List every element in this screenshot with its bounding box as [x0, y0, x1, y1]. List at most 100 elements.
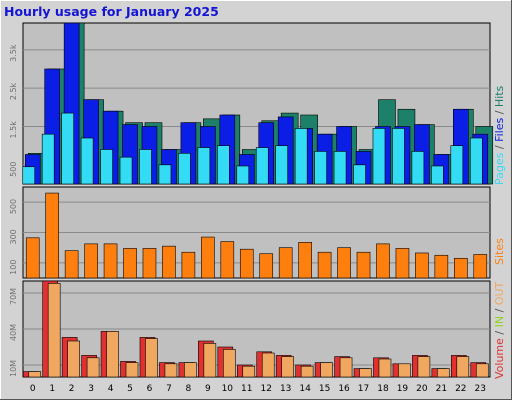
x-tick-label: 9 — [205, 384, 211, 394]
legend-out-label: OUT — [493, 281, 506, 305]
bar-pages — [469, 137, 483, 185]
bar-in — [67, 340, 80, 378]
bar-sites — [473, 254, 488, 279]
bar-in — [125, 362, 139, 378]
y-tick-label: 500 — [9, 199, 18, 214]
y-tick-label: 2.5k — [9, 82, 18, 100]
x-tick-label: 5 — [127, 384, 133, 394]
bar-in — [28, 371, 42, 378]
bar-pages — [255, 147, 269, 185]
bar-pages — [236, 165, 250, 185]
bar-in — [378, 358, 392, 378]
x-tick-label: 10 — [222, 384, 234, 394]
x-tick-label: 4 — [108, 384, 114, 394]
bar-sites — [123, 248, 137, 279]
y-tick-label: 300 — [9, 229, 18, 244]
x-tick-label: 1 — [49, 384, 55, 394]
bar-sites — [45, 192, 59, 279]
x-tick-label: 12 — [261, 384, 272, 394]
bar-in — [261, 352, 275, 378]
bar-sites — [337, 247, 351, 279]
legend-pages-label: Pages — [493, 152, 506, 185]
bar-in — [203, 343, 217, 378]
bar-sites — [84, 243, 98, 279]
bar-in — [145, 338, 158, 378]
legend-separator: / — [493, 327, 506, 338]
y-tick-label: 500 — [9, 162, 18, 177]
bar-in — [164, 363, 178, 378]
bar-in — [281, 356, 294, 378]
bar-pages — [217, 145, 230, 185]
bar-pages — [139, 149, 152, 185]
bar-sites — [103, 243, 118, 279]
x-tick-label: 23 — [475, 384, 486, 394]
bar-pages — [314, 151, 327, 185]
bar-in — [359, 368, 372, 378]
bar-in — [417, 356, 431, 378]
bar-pages — [294, 128, 308, 185]
bar-pages — [22, 166, 36, 185]
bar-in — [300, 365, 314, 378]
x-tick-label: 21 — [436, 384, 447, 394]
x-tick-label: 3 — [88, 384, 94, 394]
x-tick-label: 11 — [241, 384, 252, 394]
x-tick-label: 0 — [30, 384, 36, 394]
bar-sites — [181, 251, 196, 279]
bar-sites — [25, 237, 40, 279]
bar-sites — [395, 248, 410, 279]
legend-in-label: IN — [493, 316, 506, 327]
bar-sites — [142, 248, 157, 279]
bar-sites — [162, 245, 176, 279]
x-tick-label: 19 — [397, 384, 409, 394]
bar-sites — [434, 254, 449, 279]
bar-pages — [41, 133, 55, 185]
legend-volume: Volume / IN / OUT — [493, 281, 506, 379]
x-tick-label: 18 — [377, 384, 389, 394]
y-tick-label: 70M — [9, 288, 18, 305]
bar-in — [456, 356, 470, 378]
x-tick-label: 14 — [299, 384, 311, 394]
bar-sites — [201, 236, 215, 279]
bar-in — [320, 362, 333, 378]
bar-sites — [415, 252, 429, 279]
bar-pages — [158, 164, 172, 185]
y-tick-label: 3.5k — [9, 44, 18, 62]
legend-sites-label: Sites — [493, 238, 506, 265]
x-tick-label: 17 — [358, 384, 369, 394]
legend-separator: / — [493, 107, 506, 118]
bar-sites — [278, 247, 293, 279]
bar-in — [339, 357, 353, 378]
x-tick-label: 15 — [319, 384, 330, 394]
x-tick-label: 22 — [455, 384, 466, 394]
bar-pages — [333, 151, 347, 185]
bar-in — [475, 363, 489, 378]
legend-volume-label: Volume — [493, 338, 506, 379]
x-tick-label: 13 — [280, 384, 291, 394]
bar-pages — [100, 149, 113, 185]
bar-sites — [356, 251, 371, 279]
bar-pages — [197, 147, 211, 185]
y-tick-label: 10M — [9, 360, 18, 377]
bar-in — [184, 362, 197, 378]
x-tick-label: 2 — [69, 384, 75, 394]
legend-separator: / — [493, 142, 506, 153]
y-tick-label: 1.5k — [9, 121, 18, 139]
bar-in — [398, 363, 411, 378]
bar-pages — [392, 128, 405, 185]
bar-pages — [178, 153, 191, 185]
x-tick-label: 16 — [338, 384, 350, 394]
bar-pages — [411, 151, 425, 185]
y-tick-label: 40M — [9, 324, 18, 341]
bar-in — [86, 357, 100, 378]
bar-pages — [450, 145, 464, 185]
bar-in — [47, 283, 61, 378]
legend-separator: / — [493, 305, 506, 316]
legend-files-label: Files — [493, 118, 506, 142]
bar-sites — [376, 243, 390, 279]
bar-sites — [298, 242, 312, 279]
bar-in — [242, 365, 256, 378]
chart-title: Hourly usage for January 2025 — [4, 4, 219, 19]
bar-sites — [317, 251, 332, 279]
